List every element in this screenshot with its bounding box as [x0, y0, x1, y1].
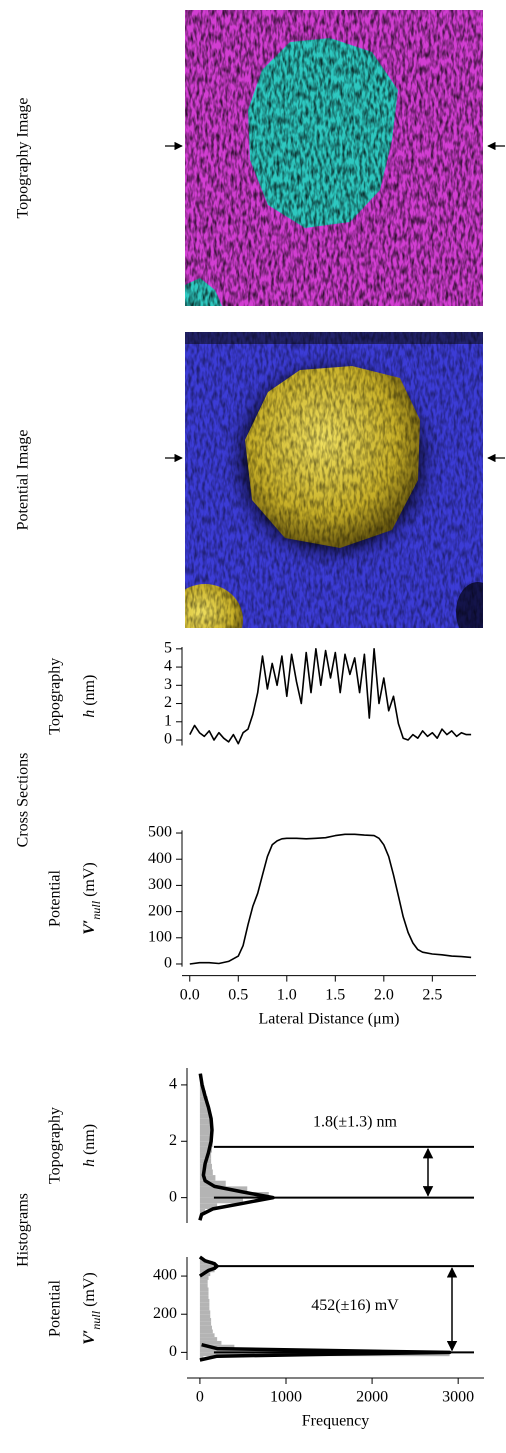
y-axis-label-part: h — [81, 1159, 98, 1167]
histogram-bar — [199, 1107, 210, 1114]
histogram-bar — [199, 1337, 218, 1341]
y-tick-label: 2 — [164, 694, 172, 711]
histogram-bar — [199, 1329, 213, 1334]
cross-section-arrows — [165, 141, 505, 463]
x-tick-label: 1.5 — [325, 986, 345, 1003]
y-tick-label: 2 — [169, 1132, 177, 1149]
y-tick-label: 0 — [169, 1343, 177, 1360]
histogram-bar — [199, 1283, 208, 1288]
y-axis-label: V′null (mV) — [81, 862, 103, 935]
row-label: Potential — [47, 1280, 64, 1337]
histogram-bar — [199, 1146, 212, 1153]
y-tick-label: 500 — [148, 824, 172, 841]
topography-image — [185, 10, 483, 306]
y-tick-label: 5 — [164, 639, 172, 656]
histogram-bar — [199, 1113, 211, 1119]
histogram-bar — [199, 1321, 212, 1326]
y-tick-label: 300 — [148, 876, 172, 893]
histogram-bar — [199, 1096, 208, 1102]
histogram-bar — [199, 1101, 209, 1108]
histogram-bar — [199, 1318, 212, 1322]
y-tick-label: 400 — [153, 1267, 177, 1284]
row-label: Topography — [47, 1107, 64, 1184]
section-label: Histograms — [15, 1193, 32, 1267]
histogram-bar — [199, 1279, 208, 1284]
data-line — [189, 648, 472, 745]
histogram-bar — [199, 1310, 211, 1315]
y-axis-label-part: V′ — [81, 920, 98, 935]
histogram-bar — [199, 1152, 212, 1159]
y-tick-label: 0 — [164, 955, 172, 972]
y-tick-label: 400 — [148, 850, 172, 867]
annotation: 452(±16) mV — [311, 1297, 399, 1314]
histogram-bar — [199, 1295, 209, 1299]
histogram-bar — [199, 1314, 211, 1319]
x-tick-label: 2000 — [356, 1389, 388, 1406]
x-tick-label: 2.5 — [422, 986, 442, 1003]
x-tick-label: 0.0 — [180, 986, 200, 1003]
histogram-bar — [199, 1208, 206, 1215]
x-tick-label: 0 — [196, 1389, 204, 1406]
histogram-bar — [199, 1306, 210, 1311]
row-label: Potential — [47, 870, 64, 927]
y-tick-label: 3 — [164, 676, 172, 693]
histogram-bar — [199, 1325, 212, 1330]
histogram-bar — [199, 1291, 209, 1296]
y-axis-label: V′null (mV) — [81, 1272, 103, 1345]
histogram-bar — [199, 1203, 218, 1209]
y-axis-label-part: h — [81, 710, 98, 718]
histogram-bar — [199, 1197, 243, 1204]
histogram-bar — [199, 1130, 212, 1136]
y-tick-label: 4 — [164, 658, 172, 675]
y-axis-label: h (nm) — [81, 675, 98, 718]
y-axis-label-part: null — [89, 1310, 103, 1329]
y-tick-label: 200 — [153, 1305, 177, 1322]
x-axis-label: Frequency — [302, 1413, 370, 1430]
annotation: 1.8(±1.3) nm — [313, 1114, 397, 1131]
y-axis-label-part: (mV) — [81, 1272, 98, 1307]
histogram-bar — [199, 1141, 213, 1147]
y-axis-label-part: null — [89, 900, 103, 919]
potential-image — [185, 332, 483, 628]
histogram-bar — [199, 1124, 212, 1130]
histogram-bar — [199, 1264, 218, 1269]
y-tick-label: 0 — [169, 1188, 177, 1205]
x-tick-label: 1.0 — [277, 986, 297, 1003]
histogram-bar — [199, 1169, 213, 1176]
histogram-bar — [199, 1192, 269, 1198]
x-tick-label: 3000 — [442, 1389, 474, 1406]
histogram-bar — [199, 1344, 235, 1349]
data-line — [189, 833, 472, 965]
x-axis-label: Lateral Distance (μm) — [259, 1010, 400, 1027]
x-tick-label: 2.0 — [374, 986, 394, 1003]
image-label: Potential Image — [15, 430, 32, 531]
histogram-bar — [199, 1302, 210, 1307]
y-tick-label: 100 — [148, 928, 172, 945]
fit-curve — [198, 1073, 275, 1221]
histogram-bar — [199, 1118, 212, 1125]
histogram-bar — [199, 1175, 216, 1181]
y-axis-label-part: (nm) — [81, 1124, 98, 1155]
histogram-bar — [199, 1340, 222, 1345]
y-tick-label: 4 — [169, 1076, 177, 1093]
y-axis-label-part: (nm) — [81, 675, 98, 706]
histogram-bar — [199, 1333, 215, 1338]
y-axis-label: h (nm) — [81, 1124, 98, 1167]
y-tick-label: 0 — [164, 731, 172, 748]
section-label: Cross Sections — [15, 753, 32, 848]
x-tick-label: 1000 — [270, 1389, 302, 1406]
histogram-bar — [199, 1135, 213, 1142]
row-label: Topography — [47, 658, 64, 735]
y-axis-label-part: V′ — [81, 1330, 98, 1345]
histogram-bar — [199, 1298, 210, 1303]
y-tick-label: 200 — [148, 902, 172, 919]
y-axis-label-part: (mV) — [81, 862, 98, 897]
x-tick-label: 0.5 — [228, 986, 248, 1003]
image-label: Topography Image — [15, 97, 32, 218]
histogram-bar — [199, 1287, 209, 1292]
y-tick-label: 1 — [164, 712, 172, 729]
histogram-bar — [199, 1276, 209, 1280]
